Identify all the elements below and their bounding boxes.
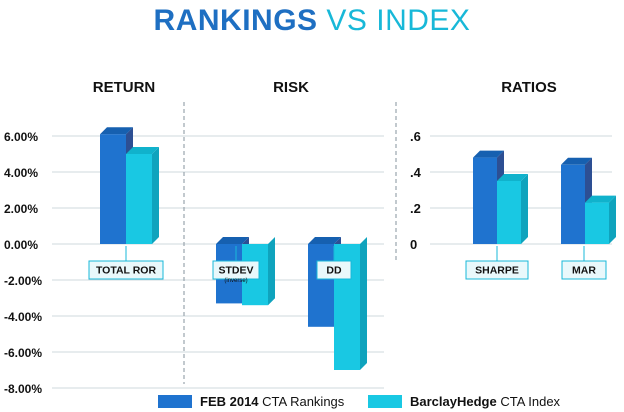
legend-swatch: [158, 395, 192, 408]
bar-mar-index-top: [585, 195, 616, 203]
category-stdev-label: STDEV: [218, 265, 253, 277]
section-title-return: RETURN: [93, 79, 156, 96]
y-tick-label: -2.00%: [4, 274, 42, 288]
category-stdev-sublabel: (inverse): [224, 278, 247, 284]
category-sharpe-box: [465, 260, 529, 280]
legend-label-strong: FEB 2014: [200, 394, 262, 409]
title-strong: RANKINGS: [153, 4, 318, 37]
y-tick-label: .4: [410, 165, 422, 180]
category-total-ror-box: [88, 260, 164, 280]
bar-stdev-index-side: [268, 237, 275, 306]
legend-label-strong: BarclayHedge: [410, 394, 500, 409]
y-tick-label: 6.00%: [4, 130, 38, 144]
bar-total-ror-index-side: [152, 147, 159, 244]
category-mar-box: [561, 260, 607, 280]
bar-sharpe-index-side: [521, 174, 528, 244]
bar-sharpe-index-top: [497, 174, 528, 181]
bar-sharpe-rankings: [473, 157, 497, 244]
y-tick-label: -8.00%: [4, 382, 42, 396]
y-tick-label: .6: [410, 129, 421, 144]
title-light: VS INDEX: [326, 4, 471, 37]
category-stdev-box: [212, 260, 260, 280]
bar-mar-index: [585, 202, 609, 244]
bar-mar-index-side: [609, 195, 616, 244]
bar-mar-rankings-top: [561, 157, 592, 165]
bar-dd-index-side: [360, 237, 367, 370]
y-tick-label: -4.00%: [4, 310, 42, 324]
legend-label-light: CTA Rankings: [262, 394, 345, 409]
bar-total-ror-index-top: [126, 147, 159, 154]
bar-total-ror-rankings-top: [100, 127, 133, 135]
bar-stdev-rankings-top: [216, 237, 249, 244]
bar-mar-rankings: [561, 164, 585, 244]
section-title-risk: RISK: [273, 79, 309, 96]
category-mar-label: MAR: [572, 265, 596, 277]
legend-label: FEB 2014 CTA Rankings: [200, 394, 345, 409]
legend-label: BarclayHedge CTA Index: [410, 394, 561, 409]
legend-swatch: [368, 395, 402, 408]
y-tick-label: 2.00%: [4, 202, 38, 216]
category-total-ror-label: TOTAL ROR: [96, 265, 157, 277]
bar-dd-rankings: [308, 244, 334, 327]
y-tick-label: .2: [410, 201, 421, 216]
bar-sharpe-rankings-top: [473, 150, 504, 158]
y-tick-label: -6.00%: [4, 346, 42, 360]
section-title-ratios: RATIOS: [501, 79, 557, 96]
bar-dd-rankings-top: [308, 237, 341, 244]
category-dd-box: [316, 260, 352, 280]
chart-title: RANKINGS VS INDEX: [0, 4, 624, 38]
bar-sharpe-index: [497, 181, 521, 244]
y-tick-label: 0.00%: [4, 238, 38, 252]
bar-total-ror-index: [126, 154, 152, 244]
category-dd-label: DD: [326, 265, 342, 277]
bar-total-ror-rankings: [100, 134, 126, 244]
y-tick-label: 4.00%: [4, 166, 38, 180]
legend-label-light: CTA Index: [500, 394, 560, 409]
category-sharpe-label: SHARPE: [475, 265, 519, 277]
y-tick-label: 0: [410, 237, 417, 252]
